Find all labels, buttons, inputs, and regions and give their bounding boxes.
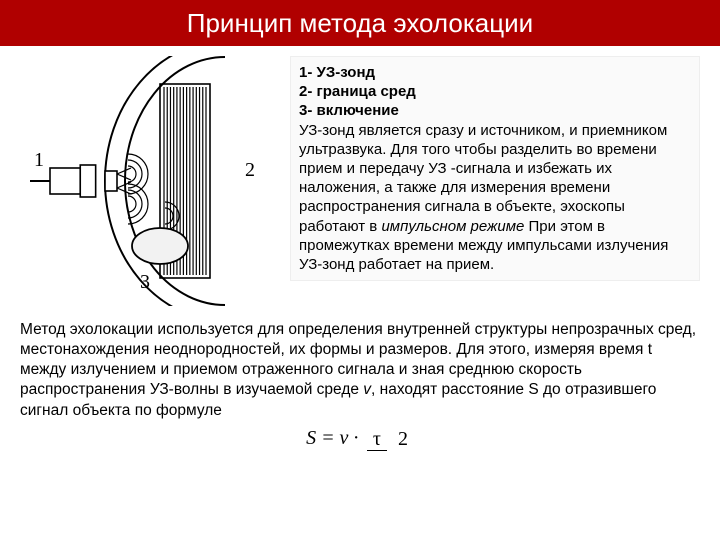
page-title: Принцип метода эхолокации <box>187 8 533 39</box>
svg-text:2: 2 <box>245 159 255 181</box>
svg-text:1: 1 <box>34 149 44 171</box>
echolocation-diagram: 1 2 3 <box>20 56 280 306</box>
formula: S = v · τ 2 <box>20 427 700 451</box>
svg-text:3: 3 <box>140 271 150 293</box>
formula-fraction: τ 2 <box>367 428 414 451</box>
legend-line-2: 2- граница сред <box>299 83 416 100</box>
content-area: 1 2 3 1- УЗ-зонд 2- граница сред 3- включе… <box>0 46 720 451</box>
diagram-svg: 1 2 3 <box>20 56 280 306</box>
legend-line-3: 3- включение <box>299 102 399 119</box>
formula-den: 2 <box>392 428 414 450</box>
upper-row: 1 2 3 1- УЗ-зонд 2- граница сред 3- включе… <box>20 56 700 306</box>
formula-num: τ <box>367 428 387 451</box>
description-box: 1- УЗ-зонд 2- граница сред 3- включение … <box>290 56 700 281</box>
legend-line-1: 1- УЗ-зонд <box>299 64 375 81</box>
slide: Принцип метода эхолокации 1 2 3 1- УЗ-зонд… <box>0 0 720 540</box>
title-bar: Принцип метода эхолокации <box>0 0 720 46</box>
formula-lhs: S = v · <box>306 427 358 449</box>
lower-paragraph: Метод эхолокации используется для опреде… <box>20 320 700 421</box>
lower-text-italic: v <box>363 381 371 398</box>
desc-body-italic: импульсном режиме <box>381 218 524 235</box>
